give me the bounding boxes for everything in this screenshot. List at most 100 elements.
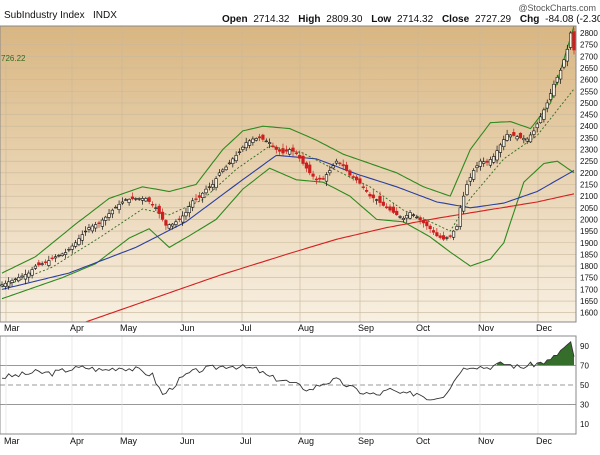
candle-down xyxy=(365,190,368,191)
price-month-label: Mar xyxy=(4,323,20,333)
candle-up xyxy=(145,198,148,201)
candle-up xyxy=(78,239,81,245)
open-label: Open xyxy=(222,14,248,25)
rsi-tick-label: 30 xyxy=(580,401,589,410)
price-tick-label: 1950 xyxy=(580,227,598,236)
candle-up xyxy=(459,208,462,227)
candle-up xyxy=(536,124,539,128)
candle-up xyxy=(242,147,245,149)
candle-down xyxy=(292,148,295,151)
candle-up xyxy=(7,282,10,286)
candle-up xyxy=(205,189,208,193)
price-tick-label: 1850 xyxy=(580,250,598,259)
price-tick-label: 2250 xyxy=(580,157,598,166)
candle-up xyxy=(523,138,526,139)
candle-up xyxy=(569,33,572,47)
candle-down xyxy=(318,178,321,179)
candle-down xyxy=(379,196,382,202)
price-tick-label: 2400 xyxy=(580,122,598,131)
candle-down xyxy=(432,230,435,232)
price-tick-label: 1750 xyxy=(580,274,598,283)
rsi-month-label: Dec xyxy=(536,436,553,446)
rsi-month-label: Jul xyxy=(240,436,252,446)
price-axis: 1600165017001750180018501900195020002050… xyxy=(580,29,598,318)
price-tick-label: 1600 xyxy=(580,309,598,318)
candle-up xyxy=(529,135,532,142)
candle-down xyxy=(429,226,432,229)
candle-down xyxy=(449,236,452,237)
rsi-tick-label: 90 xyxy=(580,342,589,351)
candle-up xyxy=(155,208,158,209)
price-tick-label: 2550 xyxy=(580,87,598,96)
candle-up xyxy=(559,70,562,79)
candle-up xyxy=(228,163,231,164)
candle-up xyxy=(526,139,529,141)
candle-down xyxy=(573,32,576,50)
candle-down xyxy=(275,147,278,149)
price-month-label: Oct xyxy=(416,323,431,333)
candle-up xyxy=(27,273,30,277)
rsi-month-label: May xyxy=(120,436,138,446)
candle-up xyxy=(74,243,77,247)
candle-up xyxy=(104,217,107,220)
candle-down xyxy=(282,149,285,153)
candle-up xyxy=(31,270,34,276)
rsi-month-label: Nov xyxy=(478,436,495,446)
candle-down xyxy=(51,258,54,259)
candle-up xyxy=(21,276,24,277)
rsi-month-label: Sep xyxy=(358,436,374,446)
candle-up xyxy=(288,150,291,155)
candle-down xyxy=(349,171,352,175)
candle-up xyxy=(482,162,485,164)
rsi-month-label: Mar xyxy=(4,436,20,446)
candle-up xyxy=(255,138,258,140)
candle-up xyxy=(91,226,94,231)
candle-down xyxy=(519,133,522,138)
candle-up xyxy=(335,161,338,163)
price-tick-label: 2200 xyxy=(580,169,598,178)
candle-up xyxy=(252,139,255,142)
candle-down xyxy=(345,165,348,170)
rsi-month-label: Apr xyxy=(70,436,84,446)
candle-up xyxy=(232,159,235,164)
price-tick-label: 2600 xyxy=(580,76,598,85)
candle-up xyxy=(24,275,27,280)
candle-up xyxy=(138,198,141,199)
price-month-label: Dec xyxy=(536,323,553,333)
series-label: 726.22 xyxy=(1,54,26,63)
candle-down xyxy=(285,150,288,151)
price-month-label: Sep xyxy=(358,323,374,333)
candle-up xyxy=(265,141,268,142)
price-tick-label: 2000 xyxy=(580,215,598,224)
candle-up xyxy=(563,60,566,67)
candle-up xyxy=(218,173,221,175)
candle-down xyxy=(322,178,325,179)
candle-down xyxy=(342,165,345,166)
high-label: High xyxy=(298,14,320,25)
high-value: 2809.30 xyxy=(326,14,363,25)
candle-down xyxy=(178,219,181,220)
candle-up xyxy=(201,193,204,197)
candle-up xyxy=(17,277,20,280)
candle-down xyxy=(362,187,365,188)
candle-down xyxy=(392,207,395,212)
candle-up xyxy=(101,220,104,226)
candle-up xyxy=(546,103,549,108)
candle-up xyxy=(566,49,569,61)
candle-down xyxy=(436,233,439,236)
candle-up xyxy=(556,77,559,82)
candle-down xyxy=(131,197,134,199)
candle-up xyxy=(402,218,405,219)
low-value: 2714.32 xyxy=(397,14,434,25)
candle-up xyxy=(329,171,332,173)
candle-down xyxy=(198,196,201,198)
rsi-tick-label: 10 xyxy=(580,420,589,429)
candle-up xyxy=(41,264,44,265)
candle-up xyxy=(456,226,459,229)
candle-down xyxy=(158,206,161,213)
price-month-label: Nov xyxy=(478,323,495,333)
price-tick-label: 2750 xyxy=(580,41,598,50)
candle-up xyxy=(248,141,251,146)
